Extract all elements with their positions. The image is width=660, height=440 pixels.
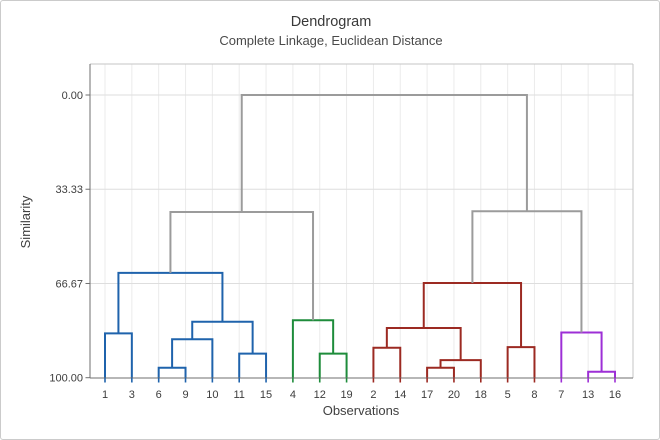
vertical-gridlines (104, 64, 616, 378)
cluster-link-R-top (422, 281, 523, 348)
cluster-link-B-1115 (238, 352, 268, 378)
y-tick-label: 0.00 (62, 90, 83, 102)
cluster-link-R-172018 (439, 359, 482, 378)
leaf-label: 10 (206, 389, 218, 401)
cluster-link-R-4 (385, 326, 462, 361)
leaf-label: 8 (531, 389, 537, 401)
cluster-link-G-1219 (318, 352, 348, 378)
x-axis-label: Observations (323, 403, 400, 418)
plot-frame (89, 63, 634, 379)
cluster-link-B-6910 (171, 338, 214, 378)
x-axis-leaves: 1 3 6 9 10 11 15 4 12 19 2 14 17 20 18 5 8 7 13 16 (102, 378, 621, 401)
cluster-link-B-top (117, 271, 224, 334)
cluster-link-P-1316 (587, 370, 616, 378)
leaf-label: 12 (314, 389, 326, 401)
cluster-link-B-5 (191, 320, 254, 354)
leaf-label: 7 (558, 389, 564, 401)
y-tick-label: 33.33 (55, 184, 83, 196)
chart-subtitle: Complete Linkage, Euclidean Distance (219, 33, 442, 48)
leaf-label: 18 (475, 389, 487, 401)
leaf-label: 13 (582, 389, 594, 401)
y-tick-label: 100.00 (49, 373, 83, 385)
y-tick-label: 66.67 (55, 278, 83, 290)
leaf-label: 6 (156, 389, 162, 401)
leaf-label: 3 (129, 389, 135, 401)
leaf-label: 2 (370, 389, 376, 401)
leaf-label: 20 (448, 389, 460, 401)
leaf-label: 1 (102, 389, 108, 401)
chart-title: Dendrogram (291, 14, 372, 30)
cluster-link-X-left (169, 211, 315, 321)
cluster-link-G-top (291, 319, 335, 378)
dendrogram-links (104, 94, 616, 378)
y-axis-label: Similarity (18, 195, 33, 248)
cluster-link-X-right (471, 210, 583, 333)
cluster-link-B-13 (104, 332, 133, 378)
leaf-label: 4 (290, 389, 296, 401)
leaf-label: 5 (505, 389, 511, 401)
horizontal-gridlines (90, 94, 633, 284)
cluster-link-R-214 (372, 346, 402, 378)
leaf-label: 19 (340, 389, 352, 401)
leaf-label: 14 (394, 389, 406, 401)
y-axis-ticks: 0.00 33.33 66.67 100.00 (49, 90, 90, 385)
cluster-link-R-58 (506, 346, 536, 378)
cluster-link-B-69 (157, 366, 187, 378)
leaf-label: 17 (421, 389, 433, 401)
cluster-link-root (240, 94, 528, 213)
leaf-label: 11 (233, 389, 244, 401)
cluster-link-R-1720 (426, 366, 455, 378)
leaf-label: 15 (260, 389, 272, 401)
leaf-label: 16 (609, 389, 621, 401)
leaf-label: 9 (182, 389, 188, 401)
